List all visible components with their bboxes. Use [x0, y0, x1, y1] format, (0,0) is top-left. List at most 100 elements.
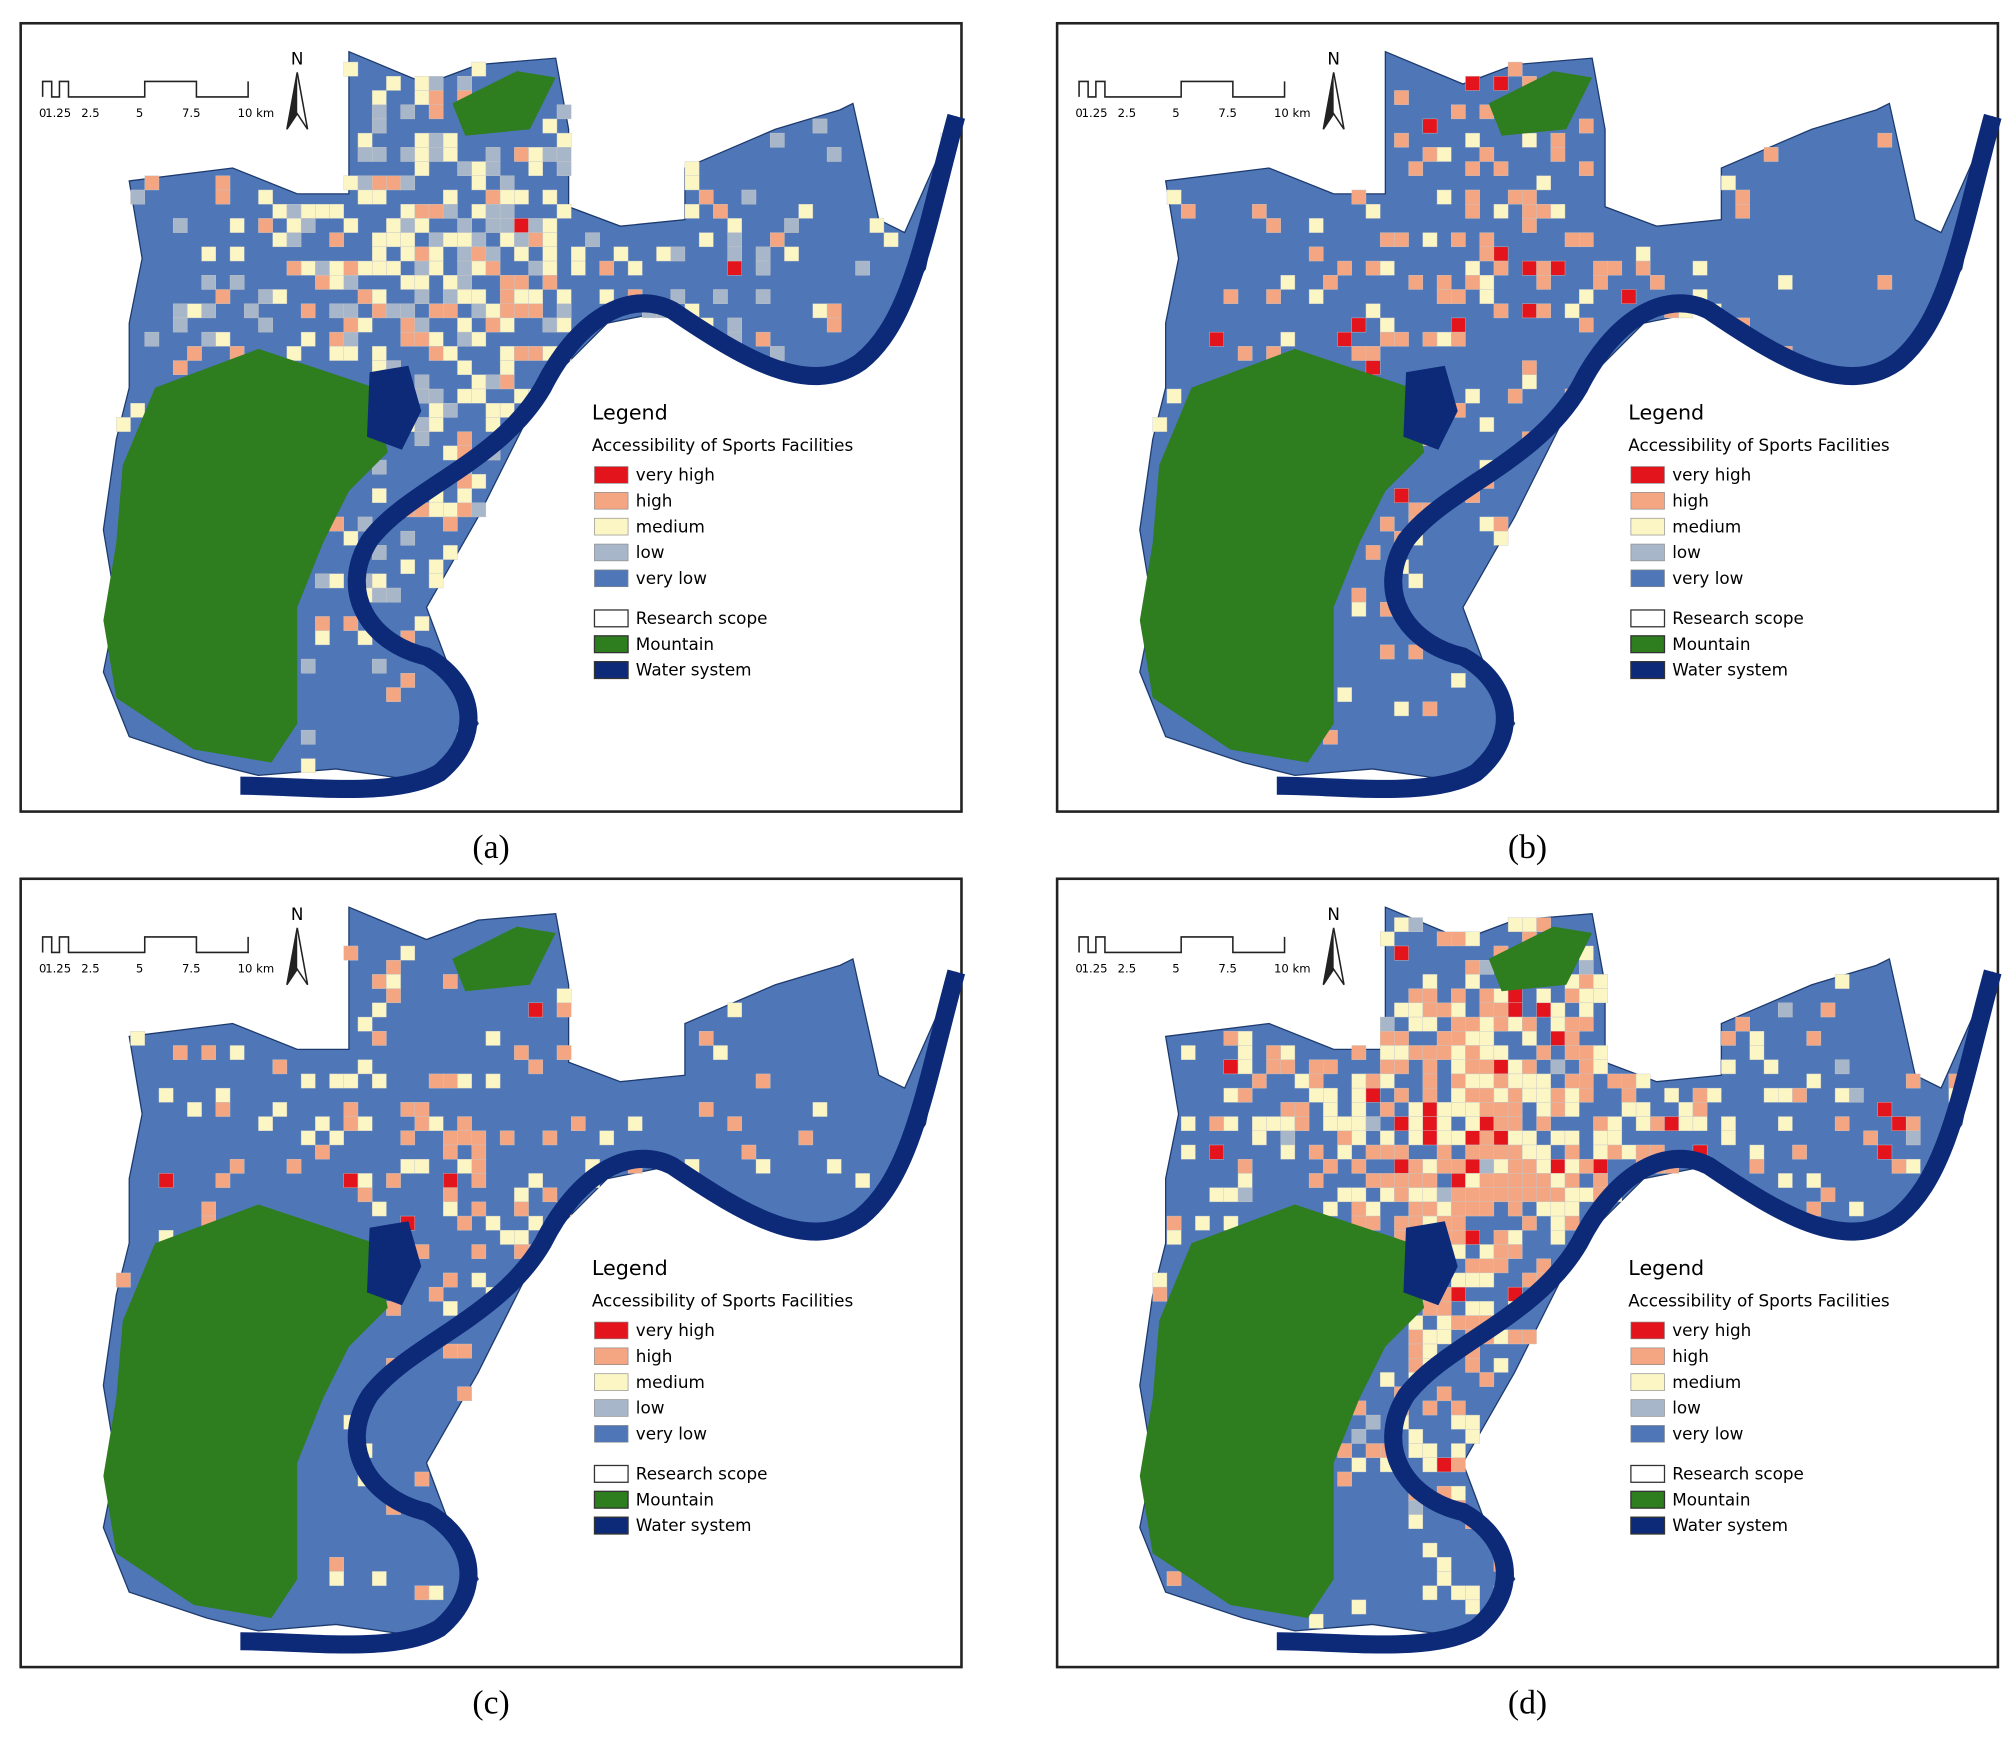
grid-cell — [1252, 1073, 1267, 1089]
grid-cell — [386, 959, 401, 975]
grid-cell — [414, 1585, 430, 1601]
grid-cell — [443, 974, 458, 989]
grid-cell — [1479, 1301, 1495, 1316]
grid-cell — [1465, 1230, 1480, 1245]
grid-cell — [1465, 203, 1480, 219]
legend-swatch — [594, 1321, 629, 1340]
grid-cell — [1337, 331, 1352, 347]
grid-cell — [400, 275, 416, 290]
scale-label: 5 — [136, 106, 143, 120]
grid-cell — [1792, 1144, 1807, 1160]
grid-cell — [343, 346, 359, 361]
grid-cell — [528, 346, 543, 361]
grid-cell — [428, 502, 444, 518]
grid-cell — [1493, 1144, 1509, 1160]
grid-cell — [1237, 1059, 1253, 1075]
grid-cell — [1536, 1045, 1551, 1060]
grid-cell — [1422, 1130, 1438, 1146]
grid-cell — [1536, 1144, 1551, 1160]
grid-cell — [1493, 1187, 1509, 1203]
grid-cell — [116, 417, 131, 432]
grid-cell — [457, 232, 472, 248]
grid-cell — [499, 203, 515, 219]
grid-cell — [1550, 203, 1566, 219]
grid-cell — [1209, 331, 1225, 347]
grid-cell — [371, 974, 387, 989]
grid-cell — [1422, 232, 1438, 248]
lake — [367, 1221, 422, 1306]
grid-cell — [499, 403, 515, 418]
legend-label: low — [636, 542, 665, 562]
grid-cell — [1635, 1073, 1651, 1089]
grid-cell — [556, 1002, 572, 1018]
north-label: N — [1327, 904, 1340, 924]
grid-cell — [1877, 132, 1893, 148]
grid-cell — [1806, 1173, 1822, 1188]
grid-cell — [1394, 945, 1409, 961]
grid-cell — [343, 530, 359, 546]
grid-cell — [499, 317, 515, 333]
grid-cell — [428, 1286, 444, 1302]
grid-cell — [329, 275, 344, 290]
grid-cell — [1180, 1045, 1196, 1060]
grid-cell — [1252, 1116, 1267, 1131]
legend-label: low — [1672, 1398, 1701, 1418]
grid-cell — [1706, 1087, 1722, 1103]
grid-cell — [1493, 1358, 1509, 1373]
grid-cell — [1294, 1116, 1310, 1131]
grid-cell — [258, 317, 273, 333]
grid-cell — [315, 573, 330, 589]
grid-cell — [1465, 1059, 1480, 1075]
grid-cell — [727, 218, 742, 233]
grid-cell — [514, 232, 529, 248]
grid-cell — [1749, 1159, 1765, 1174]
grid-cell — [1451, 1130, 1466, 1146]
legend-swatch — [593, 1490, 629, 1509]
grid-cell — [1607, 1130, 1623, 1146]
grid-cell — [1408, 1201, 1424, 1217]
grid-cell — [286, 1159, 302, 1174]
grid-cell — [1593, 1045, 1608, 1060]
grid-cell — [201, 1201, 217, 1217]
grid-cell — [1507, 1059, 1523, 1075]
grid-cell — [1408, 1159, 1424, 1174]
legend-label: Research scope — [1672, 608, 1804, 628]
grid-cell — [556, 203, 572, 219]
grid-cell — [1564, 1016, 1580, 1032]
grid-cell — [613, 246, 629, 262]
legend-swatch — [1630, 466, 1665, 484]
grid-cell — [329, 331, 344, 347]
grid-cell — [1550, 1187, 1566, 1203]
grid-cell — [1394, 1045, 1409, 1060]
grid-cell — [1536, 1002, 1551, 1018]
legend-swatch — [1630, 517, 1665, 536]
grid-cell — [414, 218, 430, 233]
grid-cell — [755, 289, 771, 304]
grid-cell — [1365, 203, 1381, 219]
grid-cell — [1522, 1159, 1537, 1174]
scale-label: 0 — [1075, 962, 1082, 976]
legend-label: high — [1672, 1346, 1709, 1366]
legend-swatch — [1630, 1464, 1666, 1483]
grid-cell — [1522, 189, 1537, 205]
grid-cell — [542, 1130, 558, 1146]
grid-cell — [741, 1144, 757, 1160]
grid-cell — [1465, 1130, 1480, 1146]
grid-cell — [343, 260, 359, 276]
grid-cell — [556, 289, 572, 304]
grid-cell — [1536, 175, 1551, 191]
grid-cell — [1763, 1087, 1779, 1103]
grid-cell — [400, 218, 416, 233]
grid-cell — [1493, 1258, 1509, 1274]
grid-cell — [371, 346, 387, 361]
grid-cell — [1522, 1130, 1537, 1146]
grid-cell — [158, 1087, 174, 1103]
grid-cell — [471, 303, 487, 319]
grid-cell — [471, 260, 487, 276]
grid-cell — [414, 289, 430, 304]
grid-cell — [1451, 1400, 1466, 1416]
grid-cell — [1351, 602, 1367, 617]
grid-cell — [499, 303, 515, 319]
grid-cell — [457, 1116, 472, 1131]
grid-cell — [1564, 303, 1580, 319]
